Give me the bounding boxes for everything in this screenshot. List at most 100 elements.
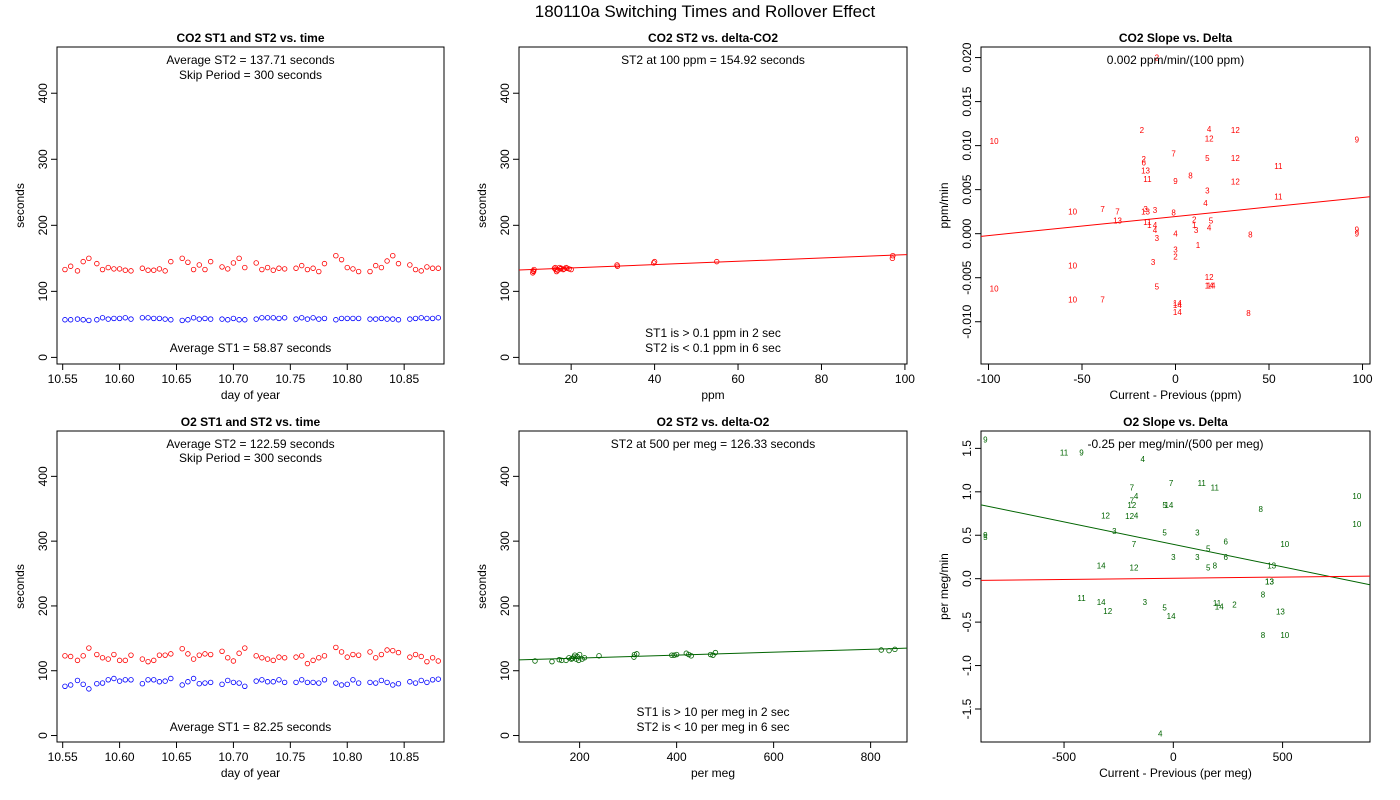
- data-point: [316, 316, 322, 322]
- x-tick-label: 40: [648, 372, 662, 386]
- point-label: 7: [1132, 540, 1137, 549]
- x-tick-label: 10.55: [48, 372, 78, 386]
- x-axis-label: Current - Previous (per meg): [1099, 766, 1252, 780]
- data-point: [116, 678, 123, 684]
- data-point: [304, 660, 311, 667]
- y-axis-label: seconds: [13, 183, 27, 228]
- data-point: [145, 315, 151, 321]
- point-label: 5: [1155, 283, 1160, 292]
- point-label: 7: [1115, 208, 1120, 217]
- data-point: [299, 653, 305, 659]
- plot-frame: [518, 430, 908, 743]
- data-point: [293, 316, 299, 322]
- data-point: [94, 260, 100, 267]
- data-point: [219, 316, 225, 322]
- data-point: [236, 317, 242, 323]
- data-point: [712, 649, 719, 656]
- point-label: 7: [1130, 496, 1135, 505]
- data-point: [378, 651, 385, 658]
- y-tick-label: 200: [36, 596, 50, 616]
- data-point: [236, 255, 242, 262]
- data-point: [230, 260, 237, 266]
- data-point: [253, 316, 259, 322]
- y-tick-label: 0: [498, 732, 512, 739]
- data-point: [429, 677, 436, 683]
- data-point: [116, 315, 123, 322]
- data-point: [196, 652, 202, 658]
- data-point: [321, 653, 328, 659]
- data-point: [556, 657, 562, 663]
- data-point: [304, 316, 311, 322]
- y-tick-label: 100: [498, 660, 512, 680]
- data-point: [424, 315, 430, 322]
- point-label: 2: [1192, 216, 1197, 225]
- data-point: [714, 258, 720, 265]
- data-point: [264, 679, 271, 685]
- point-label: 4: [1207, 224, 1212, 233]
- data-point: [293, 265, 299, 271]
- data-point: [532, 658, 538, 664]
- panel-title: O2 ST1 and ST2 vs. time: [181, 415, 321, 429]
- panel-o2-time: O2 ST1 and ST2 vs. time 10.55 10.60 10.65 10…: [13, 415, 445, 780]
- point-label: 9: [1355, 225, 1360, 234]
- annotation: Average ST2 = 122.59 seconds: [166, 437, 334, 451]
- data-point: [67, 317, 74, 323]
- data-point: [575, 657, 582, 664]
- point-label: 4: [1134, 492, 1139, 501]
- data-point: [418, 268, 424, 274]
- annotation: 0.002 ppm/min/(100 ppm): [1107, 53, 1244, 67]
- point-label: 14: [1205, 282, 1214, 291]
- x-tick-label: 10.80: [332, 372, 362, 386]
- data-point: [202, 651, 208, 657]
- data-point: [185, 651, 191, 657]
- point-label: 2: [1141, 155, 1146, 164]
- y-tick-label: 0.0: [960, 570, 974, 587]
- data-point: [395, 317, 402, 323]
- point-label: 12: [1231, 154, 1240, 163]
- data-point: [264, 264, 271, 271]
- data-point: [162, 678, 168, 684]
- point-label: 5: [1206, 563, 1211, 572]
- point-label: 8: [1261, 590, 1266, 599]
- point-label: 4: [1173, 230, 1178, 239]
- data-point: [530, 268, 537, 275]
- data-point: [281, 655, 288, 661]
- point-label: 12: [1130, 563, 1139, 572]
- data-point: [122, 677, 128, 683]
- data-point: [350, 266, 356, 272]
- data-point: [86, 255, 92, 262]
- data-point: [111, 315, 117, 322]
- data-point: [128, 652, 134, 658]
- panel-title: CO2 ST2 vs. delta-CO2: [648, 31, 778, 45]
- data-point: [299, 262, 305, 269]
- point-label: 5: [1205, 154, 1210, 163]
- point-label: 13: [1265, 577, 1274, 586]
- data-point: [355, 315, 362, 322]
- data-point: [350, 677, 356, 683]
- data-point: [407, 262, 413, 268]
- data-point: [259, 266, 265, 273]
- data-point: [196, 680, 202, 687]
- data-point: [139, 315, 146, 321]
- data-point: [168, 317, 174, 323]
- data-point: [128, 268, 134, 274]
- data-point: [333, 317, 339, 323]
- point-label: 11: [1060, 449, 1069, 458]
- point-label: 6: [1224, 537, 1229, 546]
- data-point: [128, 677, 134, 683]
- y-tick-label: 400: [498, 83, 512, 103]
- data-point: [122, 315, 128, 321]
- plot-frame: [980, 430, 1371, 743]
- data-point: [230, 658, 237, 664]
- data-point: [190, 266, 197, 273]
- x-tick-label: 10.60: [105, 372, 135, 386]
- point-label: 13: [1276, 608, 1285, 617]
- annotation: Skip Period = 300 seconds: [179, 68, 322, 82]
- x-tick-label: -500: [1052, 750, 1076, 764]
- data-point: [435, 676, 442, 682]
- y-axis-label: seconds: [475, 564, 489, 609]
- x-tick-label: 600: [764, 750, 784, 764]
- data-point: [207, 679, 214, 686]
- point-label: 12: [1103, 607, 1112, 616]
